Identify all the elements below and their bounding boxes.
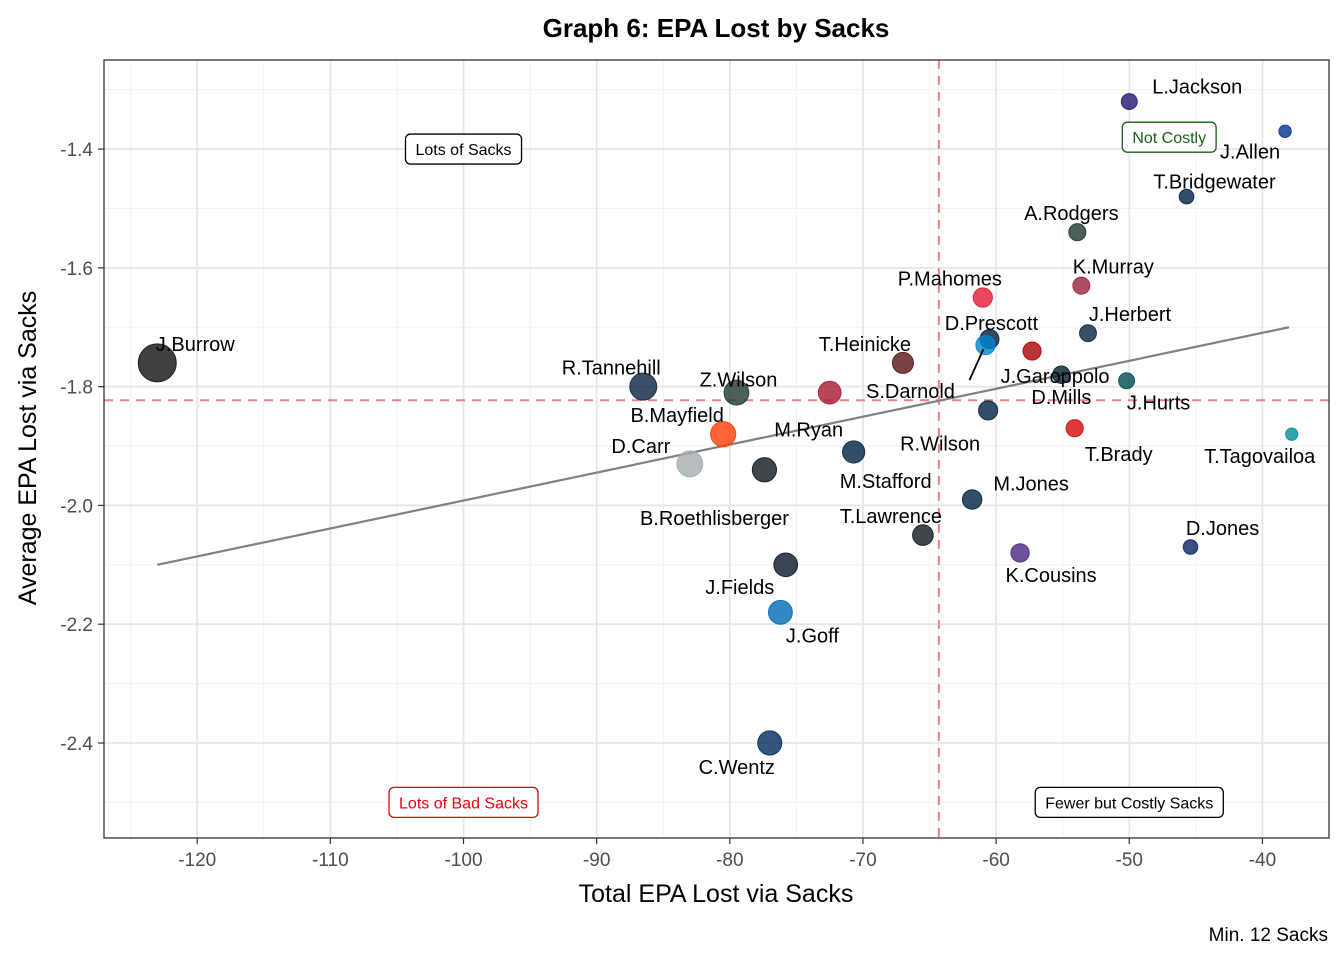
- y-tick-label: -2.4: [60, 734, 93, 755]
- axis-ticks: -120 -110 -100 -90 -80 -70 -60 -50 -40 -1.4 -1.6 -1…: [60, 140, 1276, 871]
- point-label: T.Lawrence: [840, 506, 942, 528]
- y-axis-title: Average EPA Lost via Sacks: [14, 291, 42, 606]
- data-points: [137, 93, 1299, 756]
- point-label: D.Jones: [1186, 518, 1259, 540]
- point-label: T.Tagovailoa: [1204, 446, 1316, 468]
- quadrant-label-text: Lots of Bad Sacks: [399, 795, 528, 812]
- quadrant-label-text: Not Costly: [1132, 130, 1206, 147]
- point-j-herbert: [1079, 324, 1097, 343]
- point-label: J.Goff: [786, 625, 839, 647]
- point-label: B.Roethlisberger: [640, 508, 789, 530]
- point-label: J.Burrow: [156, 334, 235, 356]
- x-tick-label: -60: [982, 850, 1009, 871]
- y-tick-label: -1.6: [60, 259, 93, 280]
- reference-lines: [104, 60, 1329, 838]
- point-label: K.Murray: [1073, 257, 1154, 279]
- point-label: T.Bridgewater: [1153, 172, 1276, 194]
- point-label: J.Garoppolo: [1001, 366, 1110, 388]
- point-j-fields: [773, 552, 799, 578]
- point-j-goff: [767, 599, 793, 625]
- point-j-allen: [1278, 124, 1292, 138]
- point-t-heinicke: [891, 351, 914, 374]
- y-tick-label: -1.8: [60, 378, 93, 399]
- x-tick-label: -80: [716, 850, 743, 871]
- point-k-murray: [1072, 276, 1091, 295]
- point-a-rodgers: [1068, 223, 1087, 242]
- point-l-jackson: [1120, 93, 1138, 111]
- point-label: J.Herbert: [1089, 304, 1172, 326]
- y-tick-label: -2.2: [60, 615, 93, 636]
- panel-border: [103, 59, 1330, 839]
- x-tick-label: -90: [583, 850, 610, 871]
- point-s-darnold: [975, 334, 996, 356]
- point-label: D.Prescott: [945, 313, 1039, 335]
- quadrant-label-text: Fewer but Costly Sacks: [1045, 795, 1213, 812]
- point-m-ryan: [817, 380, 842, 405]
- point-label: S.Darnold: [866, 381, 955, 403]
- y-tick-label: -2.0: [60, 496, 93, 517]
- point-r-wilson: [978, 400, 999, 421]
- point-d-carr: [676, 450, 704, 478]
- quadrant-labels: Lots of Sacks Not Costly Lots of Bad Sacks…: [388, 121, 1224, 819]
- point-j-hurts: [1118, 372, 1136, 390]
- point-d-mills: [1052, 365, 1071, 384]
- grid-minor: [104, 60, 1330, 838]
- point-label: J.Allen: [1220, 141, 1280, 163]
- point-label: T.Brady: [1085, 444, 1153, 466]
- point-label: R.Wilson: [900, 433, 980, 455]
- quadrant-label-box: [1034, 786, 1224, 819]
- label-leader-line: [968, 348, 985, 381]
- chart-caption: Min. 12 Sacks: [1209, 925, 1328, 946]
- point-j-burrow: [137, 343, 177, 383]
- point-t-bridgewater: [1178, 188, 1195, 205]
- point-label: C.Wentz: [699, 757, 775, 779]
- point-labels: J.Burrow L.Jackson J.Allen T.Bridgewater A.R…: [156, 77, 1316, 779]
- point-label: P.Mahomes: [898, 269, 1002, 291]
- point-c-wentz: [757, 730, 783, 756]
- x-tick-label: -120: [178, 850, 216, 871]
- point-z-wilson: [723, 379, 750, 406]
- point-label: M.Stafford: [840, 471, 932, 493]
- point-p-mahomes: [972, 287, 993, 308]
- point-m-stafford: [842, 440, 866, 464]
- point-d-jones: [1182, 539, 1199, 555]
- point-k-cousins: [1010, 543, 1030, 563]
- point-label: D.Carr: [611, 436, 670, 458]
- point-j-garoppolo: [1022, 341, 1042, 361]
- x-tick-label: -70: [849, 850, 876, 871]
- quadrant-label-box: [1121, 121, 1217, 153]
- point-label: Z.Wilson: [700, 370, 778, 392]
- x-tick-label: -40: [1249, 850, 1276, 871]
- x-axis-title: Total EPA Lost via Sacks: [579, 880, 854, 908]
- point-label: T.Heinicke: [819, 334, 911, 356]
- point-label: M.Ryan: [774, 420, 843, 442]
- x-tick-label: -100: [444, 850, 482, 871]
- point-label: K.Cousins: [1006, 565, 1097, 587]
- point-t-tagovailoa: [1285, 427, 1299, 441]
- y-tick-label: -1.4: [60, 140, 93, 161]
- point-t-lawrence: [912, 524, 934, 546]
- point-b-mayfield: [710, 421, 737, 448]
- point-label: B.Mayfield: [630, 405, 723, 427]
- point-t-brady: [1065, 419, 1084, 438]
- x-tick-label: -50: [1116, 850, 1143, 871]
- point-label: A.Rodgers: [1024, 203, 1119, 225]
- x-tick-label: -110: [312, 850, 349, 871]
- point-label: J.Fields: [705, 577, 774, 599]
- quadrant-label-text: Lots of Sacks: [415, 142, 511, 159]
- point-label: R.Tannehill: [562, 358, 661, 380]
- point-label: J.Hurts: [1127, 393, 1190, 415]
- point-label: L.Jackson: [1152, 77, 1242, 99]
- point-m-jones: [961, 489, 983, 510]
- quadrant-label-box: [404, 133, 523, 165]
- point-label: D.Mills: [1031, 387, 1091, 409]
- point-b-roethlisberger: [751, 457, 778, 483]
- point-r-tannehill: [629, 372, 658, 401]
- point-label: M.Jones: [993, 473, 1069, 495]
- chart-title: Graph 6: EPA Lost by Sacks: [543, 13, 890, 43]
- quadrant-label-box: [388, 786, 539, 819]
